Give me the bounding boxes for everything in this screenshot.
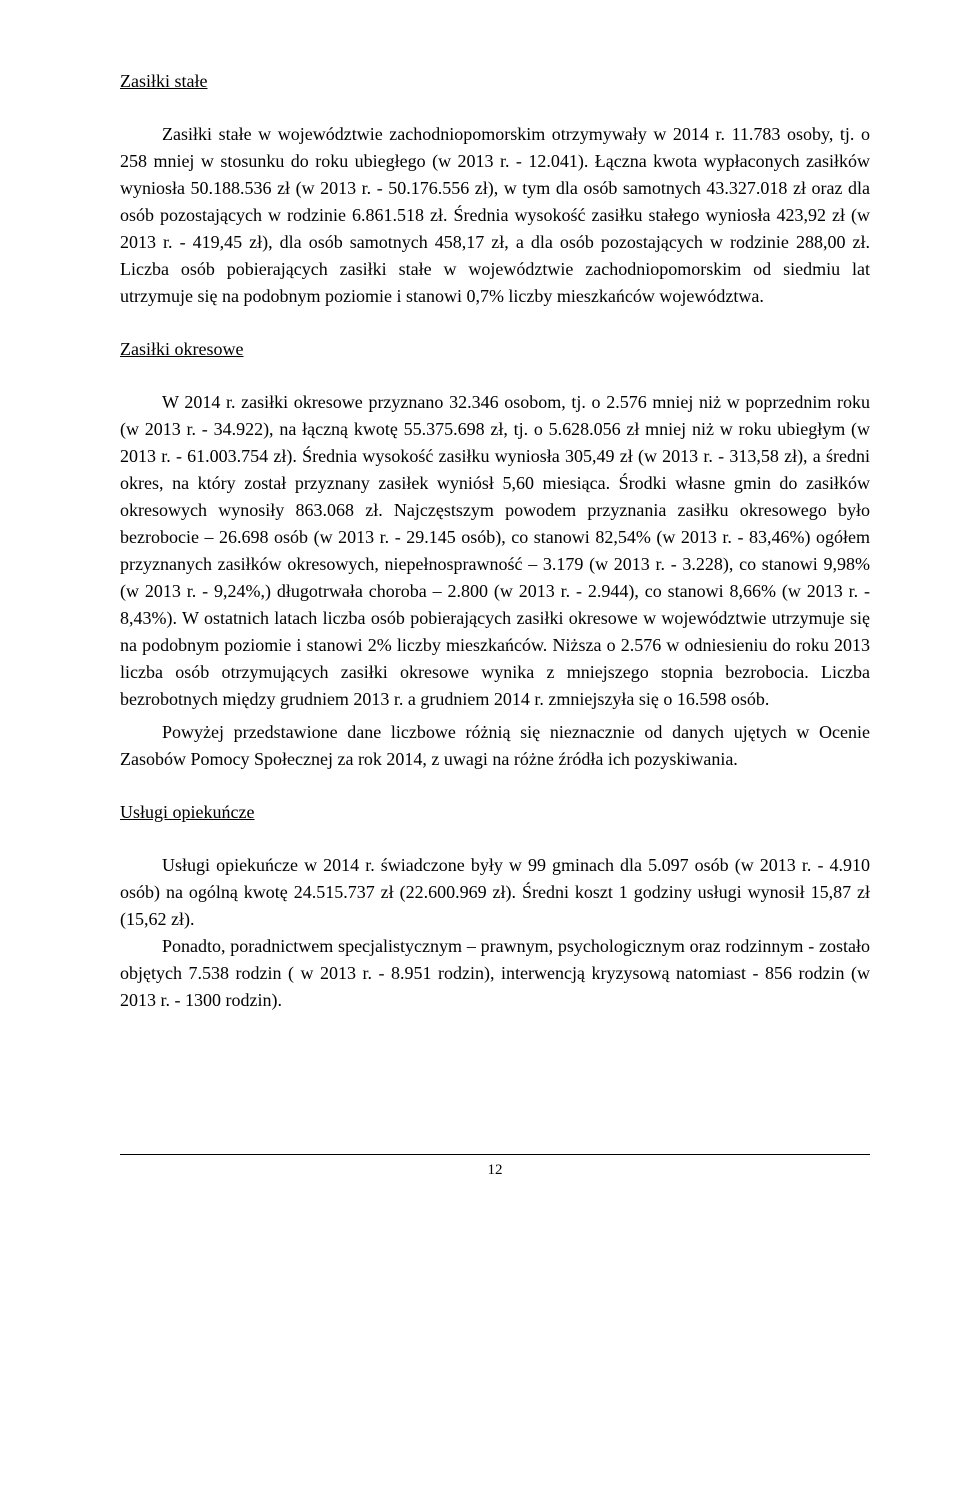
paragraph-zasilki-okresowe-2: Powyżej przedstawione dane liczbowe różn…: [120, 719, 870, 773]
paragraph-uslugi-2: Ponadto, poradnictwem specjalistycznym –…: [120, 933, 870, 1014]
paragraph-zasilki-okresowe-1: W 2014 r. zasiłki okresowe przyznano 32.…: [120, 389, 870, 713]
page-footer: 12: [120, 1154, 870, 1182]
paragraph-zasilki-stale: Zasiłki stałe w województwie zachodniopo…: [120, 121, 870, 310]
heading-zasilki-stale: Zasiłki stałe: [120, 68, 870, 95]
document-page: Zasiłki stałe Zasiłki stałe w województw…: [0, 0, 960, 1222]
paragraph-uslugi-1: Usługi opiekuńcze w 2014 r. świadczone b…: [120, 852, 870, 933]
heading-zasilki-okresowe: Zasiłki okresowe: [120, 336, 870, 363]
heading-uslugi-opiekuncze: Usługi opiekuńcze: [120, 799, 870, 826]
page-number: 12: [488, 1162, 503, 1178]
